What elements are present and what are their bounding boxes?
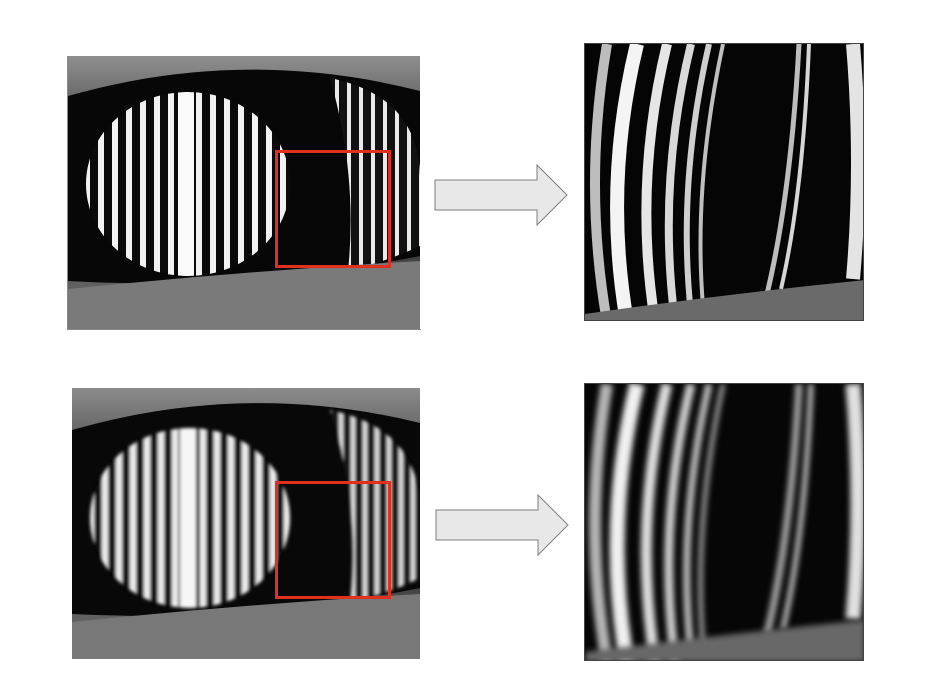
zoom-image-sharp	[584, 43, 864, 321]
fringe-zoom-blurred	[585, 384, 863, 660]
axis-left	[67, 56, 68, 330]
roi-box	[275, 150, 391, 268]
source-image-blurred	[72, 388, 420, 659]
axis-bottom	[67, 329, 421, 330]
zoom-image-blurred	[584, 383, 864, 661]
roi-box	[275, 481, 391, 599]
right-arrow-icon	[434, 163, 568, 231]
fringe-photo-blurred	[72, 388, 420, 659]
fringe-photo-sharp	[68, 56, 420, 329]
fringe-zoom-sharp	[585, 44, 863, 320]
right-arrow-icon	[435, 493, 569, 561]
source-image-sharp	[68, 56, 420, 329]
